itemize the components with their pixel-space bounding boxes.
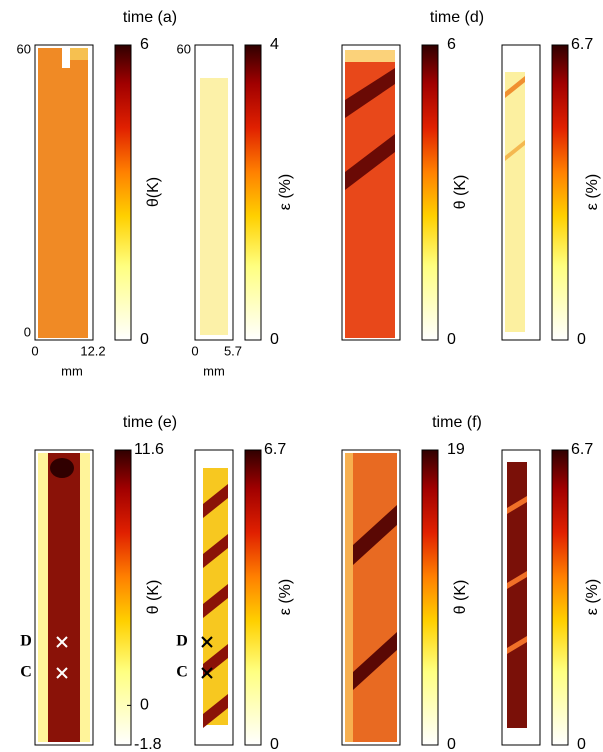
colorbar — [114, 44, 132, 341]
heat — [48, 453, 80, 742]
colorbar-label: θ (K) — [452, 175, 469, 210]
heat — [507, 636, 527, 654]
colorbar-tick-label: 0 — [577, 736, 586, 752]
image-frame — [501, 449, 541, 746]
heat — [505, 76, 525, 98]
colorbar — [114, 449, 132, 746]
heat — [203, 534, 228, 568]
heat — [203, 694, 228, 728]
colorbar-tick-label: 6.7 — [264, 441, 286, 458]
axis-unit: mm — [61, 363, 83, 378]
colorbar — [244, 449, 262, 746]
colorbar-tick-label: 6.7 — [571, 36, 593, 53]
colorbar-label: θ (K) — [452, 580, 469, 615]
marker-cross — [201, 667, 213, 679]
heat — [50, 458, 74, 478]
colorbar-tick-label: 0 — [270, 736, 279, 752]
axis-tick-label: 12.2 — [80, 343, 105, 358]
colorbar-tick-label: 0 — [140, 697, 149, 714]
heat — [507, 571, 527, 589]
point-label: C — [176, 664, 188, 681]
heat — [353, 505, 397, 565]
marker-cross — [56, 667, 68, 679]
colorbar — [244, 44, 262, 341]
colorbar-tick-label: 4 — [270, 36, 279, 53]
colorbar-tick-label: 0 — [140, 331, 149, 348]
panel-title: time (a) — [123, 9, 177, 26]
colorbar — [421, 449, 439, 746]
heat — [38, 48, 88, 338]
point-label: D — [20, 633, 32, 650]
panel-title: time (d) — [430, 9, 484, 26]
image-frame — [34, 449, 94, 746]
colorbar-label: ε (%) — [277, 579, 294, 615]
heat — [200, 78, 228, 335]
colorbar-tick-label: 0 — [447, 331, 456, 348]
heat — [507, 462, 527, 728]
colorbar-tick-label: 6.7 — [571, 441, 593, 458]
colorbar-label: ε (%) — [584, 579, 601, 615]
colorbar-label: θ (K) — [145, 580, 162, 615]
colorbar-tick-label: 6 — [140, 36, 149, 53]
colorbar-label: ε (%) — [277, 174, 294, 210]
axis-tick-label: 0 — [31, 343, 38, 358]
colorbar-tick-label: 11.6 — [134, 441, 164, 458]
colorbar — [421, 44, 439, 341]
image-frame — [501, 44, 541, 341]
heat — [203, 484, 228, 518]
colorbar-tick-label: 0 — [270, 331, 279, 348]
image-frame — [341, 44, 401, 341]
point-label: C — [20, 664, 32, 681]
panel-title: time (e) — [123, 414, 177, 431]
marker-cross — [56, 636, 68, 648]
heat — [70, 48, 88, 60]
axis-tick-label: 60 — [17, 41, 31, 56]
image-frame — [34, 44, 94, 341]
panel-art — [34, 449, 234, 746]
colorbar-label: ε (%) — [584, 174, 601, 210]
heat — [345, 50, 395, 62]
heat — [345, 134, 395, 190]
axis-tick-label: 0 — [191, 343, 198, 358]
panel-title: time (f) — [432, 414, 482, 431]
panel-art — [34, 44, 234, 341]
image-frame — [341, 449, 401, 746]
colorbar — [551, 44, 569, 341]
heat — [505, 72, 525, 332]
heat — [345, 68, 395, 118]
colorbar-tick-label: 6 — [447, 36, 456, 53]
heat — [353, 632, 397, 690]
image-frame — [194, 449, 234, 746]
panel-art — [341, 449, 541, 746]
heat — [345, 453, 397, 742]
heat — [345, 453, 353, 742]
heat — [203, 584, 228, 618]
image-frame — [194, 44, 234, 341]
axis-unit: mm — [203, 363, 225, 378]
colorbar-tick-label: 19 — [447, 441, 465, 458]
heat — [507, 496, 527, 514]
heat — [62, 48, 70, 68]
colorbar — [551, 449, 569, 746]
panel-art — [341, 44, 541, 341]
axis-tick-label: 0 — [24, 324, 31, 339]
colorbar-label: θ(K) — [145, 177, 162, 207]
heat — [505, 140, 525, 161]
axis-tick-label: 60 — [177, 41, 191, 56]
marker-cross — [201, 636, 213, 648]
axis-tick-label: 5.7 — [224, 343, 242, 358]
colorbar-tick-label: -1.8 — [134, 736, 162, 752]
colorbar-tick-label: 0 — [447, 736, 456, 752]
point-label: D — [176, 633, 188, 650]
colorbar-tick-label: 0 — [577, 331, 586, 348]
